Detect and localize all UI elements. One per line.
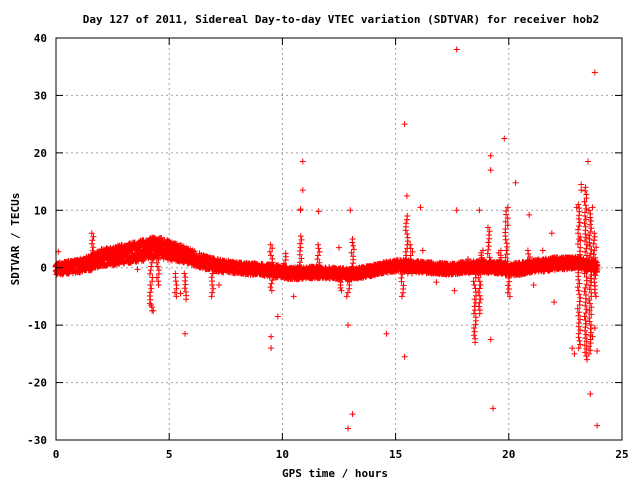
spike-point — [267, 284, 274, 291]
spike-point — [476, 292, 483, 299]
data-points — [52, 46, 601, 432]
spike-point — [210, 285, 217, 292]
spike-point — [208, 274, 215, 281]
spike-point — [154, 263, 161, 270]
spike-point — [269, 255, 276, 262]
spike-point — [398, 274, 405, 281]
spike-point — [471, 296, 478, 303]
spike-point — [471, 281, 478, 288]
spike-point — [476, 285, 483, 292]
spike-point — [404, 213, 411, 220]
spike-point — [268, 287, 275, 294]
spike-point — [297, 240, 304, 247]
spike-point — [155, 278, 162, 285]
spike-point — [182, 288, 189, 295]
chart-title: Day 127 of 2011, Sidereal Day-to-day VTE… — [83, 13, 600, 26]
spike-point — [477, 296, 484, 303]
spike-point — [404, 230, 411, 237]
spike-point — [476, 299, 483, 306]
spike-point — [181, 270, 188, 277]
spike-point — [182, 281, 189, 288]
spike-point — [89, 237, 96, 244]
spike-point — [267, 241, 274, 248]
spike-point — [173, 281, 180, 288]
spike-point — [343, 293, 350, 300]
spike-point — [172, 270, 179, 277]
spike-point — [267, 252, 274, 259]
spike-point — [298, 236, 305, 243]
spike-point — [349, 236, 356, 242]
spike-point — [296, 248, 303, 255]
spike-point — [471, 332, 478, 339]
spike-point — [90, 244, 97, 251]
spike-point — [315, 241, 322, 248]
spike-point — [477, 281, 484, 288]
spike-point — [171, 289, 178, 296]
spike-point — [398, 293, 405, 300]
spike-point — [88, 240, 95, 247]
spike-point — [148, 285, 155, 292]
spike-point — [148, 263, 155, 270]
spike-point — [404, 234, 411, 241]
spike-point — [475, 303, 482, 310]
spike-point — [282, 250, 289, 257]
spike-point — [338, 287, 345, 294]
spike-point — [476, 307, 483, 314]
spike-point — [476, 278, 483, 285]
spike-point — [209, 289, 216, 296]
spike-point — [147, 296, 154, 303]
spike-point — [471, 328, 478, 335]
spike-point — [147, 289, 154, 296]
spike-point — [472, 335, 479, 342]
spike-point — [208, 293, 215, 300]
spike-point — [350, 242, 357, 249]
spike-point — [268, 280, 275, 287]
spike-point — [153, 259, 160, 266]
spike-point — [344, 289, 351, 296]
spike-point — [402, 248, 409, 255]
spike-point — [181, 285, 188, 292]
spike-point — [470, 325, 477, 332]
spike-point — [403, 220, 410, 227]
spike-point — [182, 274, 189, 281]
spike-point — [297, 233, 304, 240]
spike-point — [173, 293, 180, 300]
